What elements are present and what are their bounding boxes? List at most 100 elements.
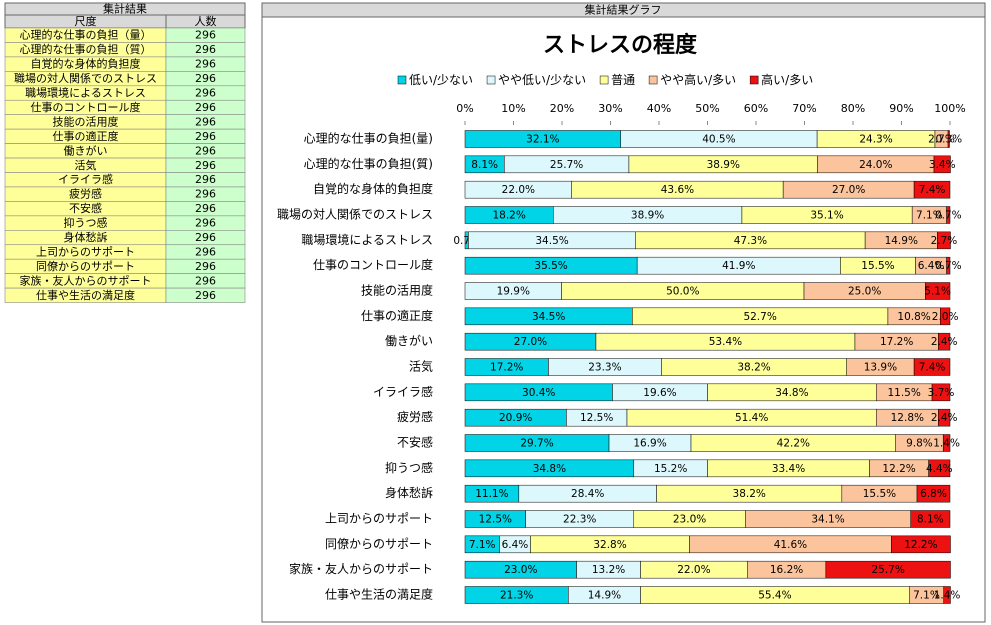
data-label: 12.5% (580, 412, 613, 424)
respondent-count: 296 (195, 173, 216, 186)
scale-name: 活気 (75, 158, 97, 172)
bar-segment (916, 484, 951, 503)
data-label: 27.0% (832, 184, 865, 196)
x-tick-label: 60% (744, 102, 768, 115)
x-tick-label: 80% (841, 102, 865, 115)
respondent-count: 296 (195, 87, 216, 100)
x-tick-label: 0% (456, 102, 473, 115)
bar-segment (933, 155, 951, 174)
respondent-count: 296 (195, 188, 216, 201)
data-label: 24.3% (859, 134, 892, 146)
data-label: 22.3% (563, 514, 596, 526)
data-label: 41.9% (722, 260, 755, 272)
x-tick-label: 90% (889, 102, 913, 115)
data-label: 41.6% (774, 539, 807, 551)
respondent-count: 296 (195, 130, 216, 143)
data-label: 32.1% (526, 134, 559, 146)
data-label: 3.7% (928, 387, 955, 399)
data-label: 9.8% (906, 438, 933, 450)
scale-name: 働きがい (64, 143, 108, 157)
x-tick-label: 10% (501, 102, 525, 115)
data-label: 12.2% (904, 539, 937, 551)
data-label: 23.0% (504, 564, 537, 576)
bar-segment (947, 130, 950, 148)
respondent-count: 296 (195, 159, 216, 172)
data-label: 1.4% (933, 438, 960, 450)
respondent-count: 296 (195, 144, 216, 157)
legend-swatch (749, 75, 759, 85)
data-label: 16.2% (770, 564, 803, 576)
data-label: 35.1% (810, 210, 843, 222)
data-label: 23.3% (588, 362, 621, 374)
data-label: 23.0% (673, 514, 706, 526)
data-label: 13.9% (864, 362, 897, 374)
data-label: 16.9% (633, 438, 666, 450)
data-label: 38.9% (707, 159, 740, 171)
category-label: イライラ感 (373, 384, 433, 399)
data-label: 35.5% (534, 260, 567, 272)
data-label: 55.4% (758, 590, 791, 602)
table-cell (165, 287, 246, 303)
category-label: 職場の対人関係でのストレス (277, 208, 433, 222)
bar-segment (946, 256, 951, 275)
x-tick-label: 30% (598, 102, 622, 115)
scale-name: 職場の対人関係でのストレス (14, 71, 157, 85)
data-label: 42.2% (777, 438, 810, 450)
data-label: 7.4% (919, 184, 946, 196)
data-label: 32.8% (593, 539, 626, 551)
respondent-count: 296 (195, 260, 216, 273)
data-label: 15.5% (863, 488, 896, 500)
x-tick-label: 50% (695, 102, 719, 115)
bar-segment (931, 383, 951, 402)
legend-label: 低い/少ない (409, 73, 473, 87)
respondent-count: 296 (195, 289, 216, 302)
scale-name: 自覚的な身体的負担度 (31, 57, 141, 71)
data-label: 7.4% (919, 362, 946, 374)
category-label: 技能の活用度 (361, 283, 433, 298)
category-label: 上司からのサポート (325, 512, 433, 526)
legend-label: やや低い/少ない (498, 73, 586, 87)
scale-name: 仕事のコントロール度 (31, 100, 141, 114)
data-label: 51.4% (735, 412, 768, 424)
data-label: 40.5% (702, 134, 735, 146)
bar-segment (937, 231, 951, 250)
data-label: 30.4% (522, 387, 555, 399)
data-label: 34.1% (811, 514, 844, 526)
panel-title: 集計結果グラフ (585, 3, 662, 17)
data-label: 7.1% (916, 210, 943, 222)
data-label: 38.9% (631, 210, 664, 222)
data-label: 8.1% (471, 159, 498, 171)
x-tick-label: 40% (647, 102, 671, 115)
data-label: 27.0% (514, 336, 547, 348)
respondent-count: 296 (195, 274, 216, 287)
data-label: 6.8% (920, 488, 947, 500)
panel-header (261, 2, 986, 18)
scale-name: 不安感 (69, 201, 102, 215)
category-label: 仕事や生活の満足度 (325, 587, 433, 602)
respondent-count: 296 (195, 43, 216, 56)
data-label: 18.2% (492, 210, 525, 222)
data-label: 2.0% (932, 311, 959, 323)
data-label: 1.4% (934, 590, 961, 602)
legend-label: やや高い/多い (660, 72, 736, 87)
data-label: 21.3% (500, 590, 533, 602)
respondent-count: 296 (195, 202, 216, 215)
category-label: 働きがい (385, 333, 433, 348)
data-label: 53.4% (709, 336, 742, 348)
data-label: 33.4% (772, 463, 805, 475)
data-label: 0.3% (935, 134, 962, 146)
bar-segment (938, 408, 951, 427)
scale-name: イライラ感 (58, 173, 113, 186)
data-label: 12.2% (882, 463, 915, 475)
legend-label: 高い/多い (761, 72, 813, 87)
data-label: 34.8% (533, 463, 566, 475)
data-label: 10.8% (897, 311, 930, 323)
data-label: 25.0% (848, 286, 881, 298)
data-label: 6.4% (918, 260, 945, 272)
respondent-count: 296 (195, 245, 216, 258)
data-label: 2.4% (931, 412, 958, 424)
category-label: 心理的な仕事の負担(質) (304, 156, 433, 171)
category-label: 職場環境によるストレス (301, 232, 433, 247)
respondent-count: 296 (195, 29, 216, 42)
